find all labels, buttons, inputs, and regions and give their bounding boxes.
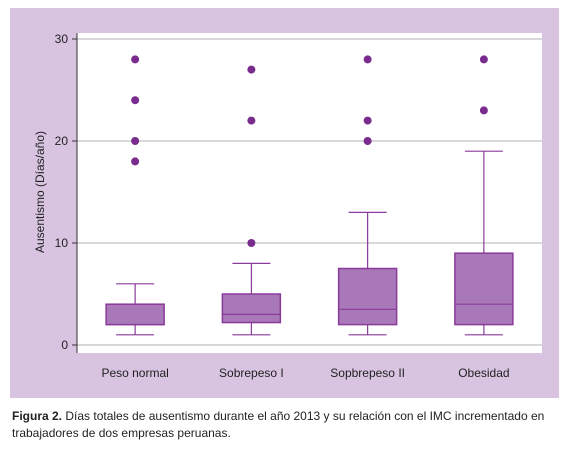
box-iqr xyxy=(221,293,282,324)
box-iqr xyxy=(337,267,398,326)
y-axis-title: Ausentismo (Días/año) xyxy=(33,131,47,253)
outlier-point xyxy=(131,96,140,105)
x-tick-label: Obesidad xyxy=(458,366,509,380)
caption-text: Días totales de ausentismo durante el añ… xyxy=(12,409,545,440)
caption-label: Figura 2. xyxy=(12,409,63,423)
outlier-point xyxy=(363,55,372,64)
outlier-point xyxy=(247,65,256,74)
box-iqr xyxy=(105,303,165,326)
outlier-point xyxy=(247,116,256,125)
box-iqr xyxy=(454,252,514,326)
y-tick-label: 30 xyxy=(55,32,69,46)
outlier-point xyxy=(479,106,488,115)
outlier-point xyxy=(363,137,372,145)
x-tick-label: Sopbrepeso II xyxy=(330,366,405,380)
outlier-point xyxy=(131,157,140,166)
y-tick-label: 0 xyxy=(61,338,68,352)
outlier-point xyxy=(131,137,140,145)
outlier-point xyxy=(131,55,140,64)
x-tick-label: Peso normal xyxy=(101,366,168,380)
x-tick-label: Sobrepeso I xyxy=(219,366,284,380)
figure-caption: Figura 2. Días totales de ausentismo dur… xyxy=(12,408,564,442)
figure-panel: 0 10 20 30 Ausentismo (Días/año) Peso normal S… xyxy=(10,8,559,398)
outlier-point xyxy=(247,239,256,247)
y-tick-label: 20 xyxy=(55,134,69,148)
boxplot-chart: 0 10 20 30 Ausentismo (Días/año) Peso normal S… xyxy=(33,32,542,380)
y-tick-label: 10 xyxy=(55,236,69,250)
outlier-point xyxy=(363,116,372,125)
outlier-point xyxy=(479,55,488,64)
